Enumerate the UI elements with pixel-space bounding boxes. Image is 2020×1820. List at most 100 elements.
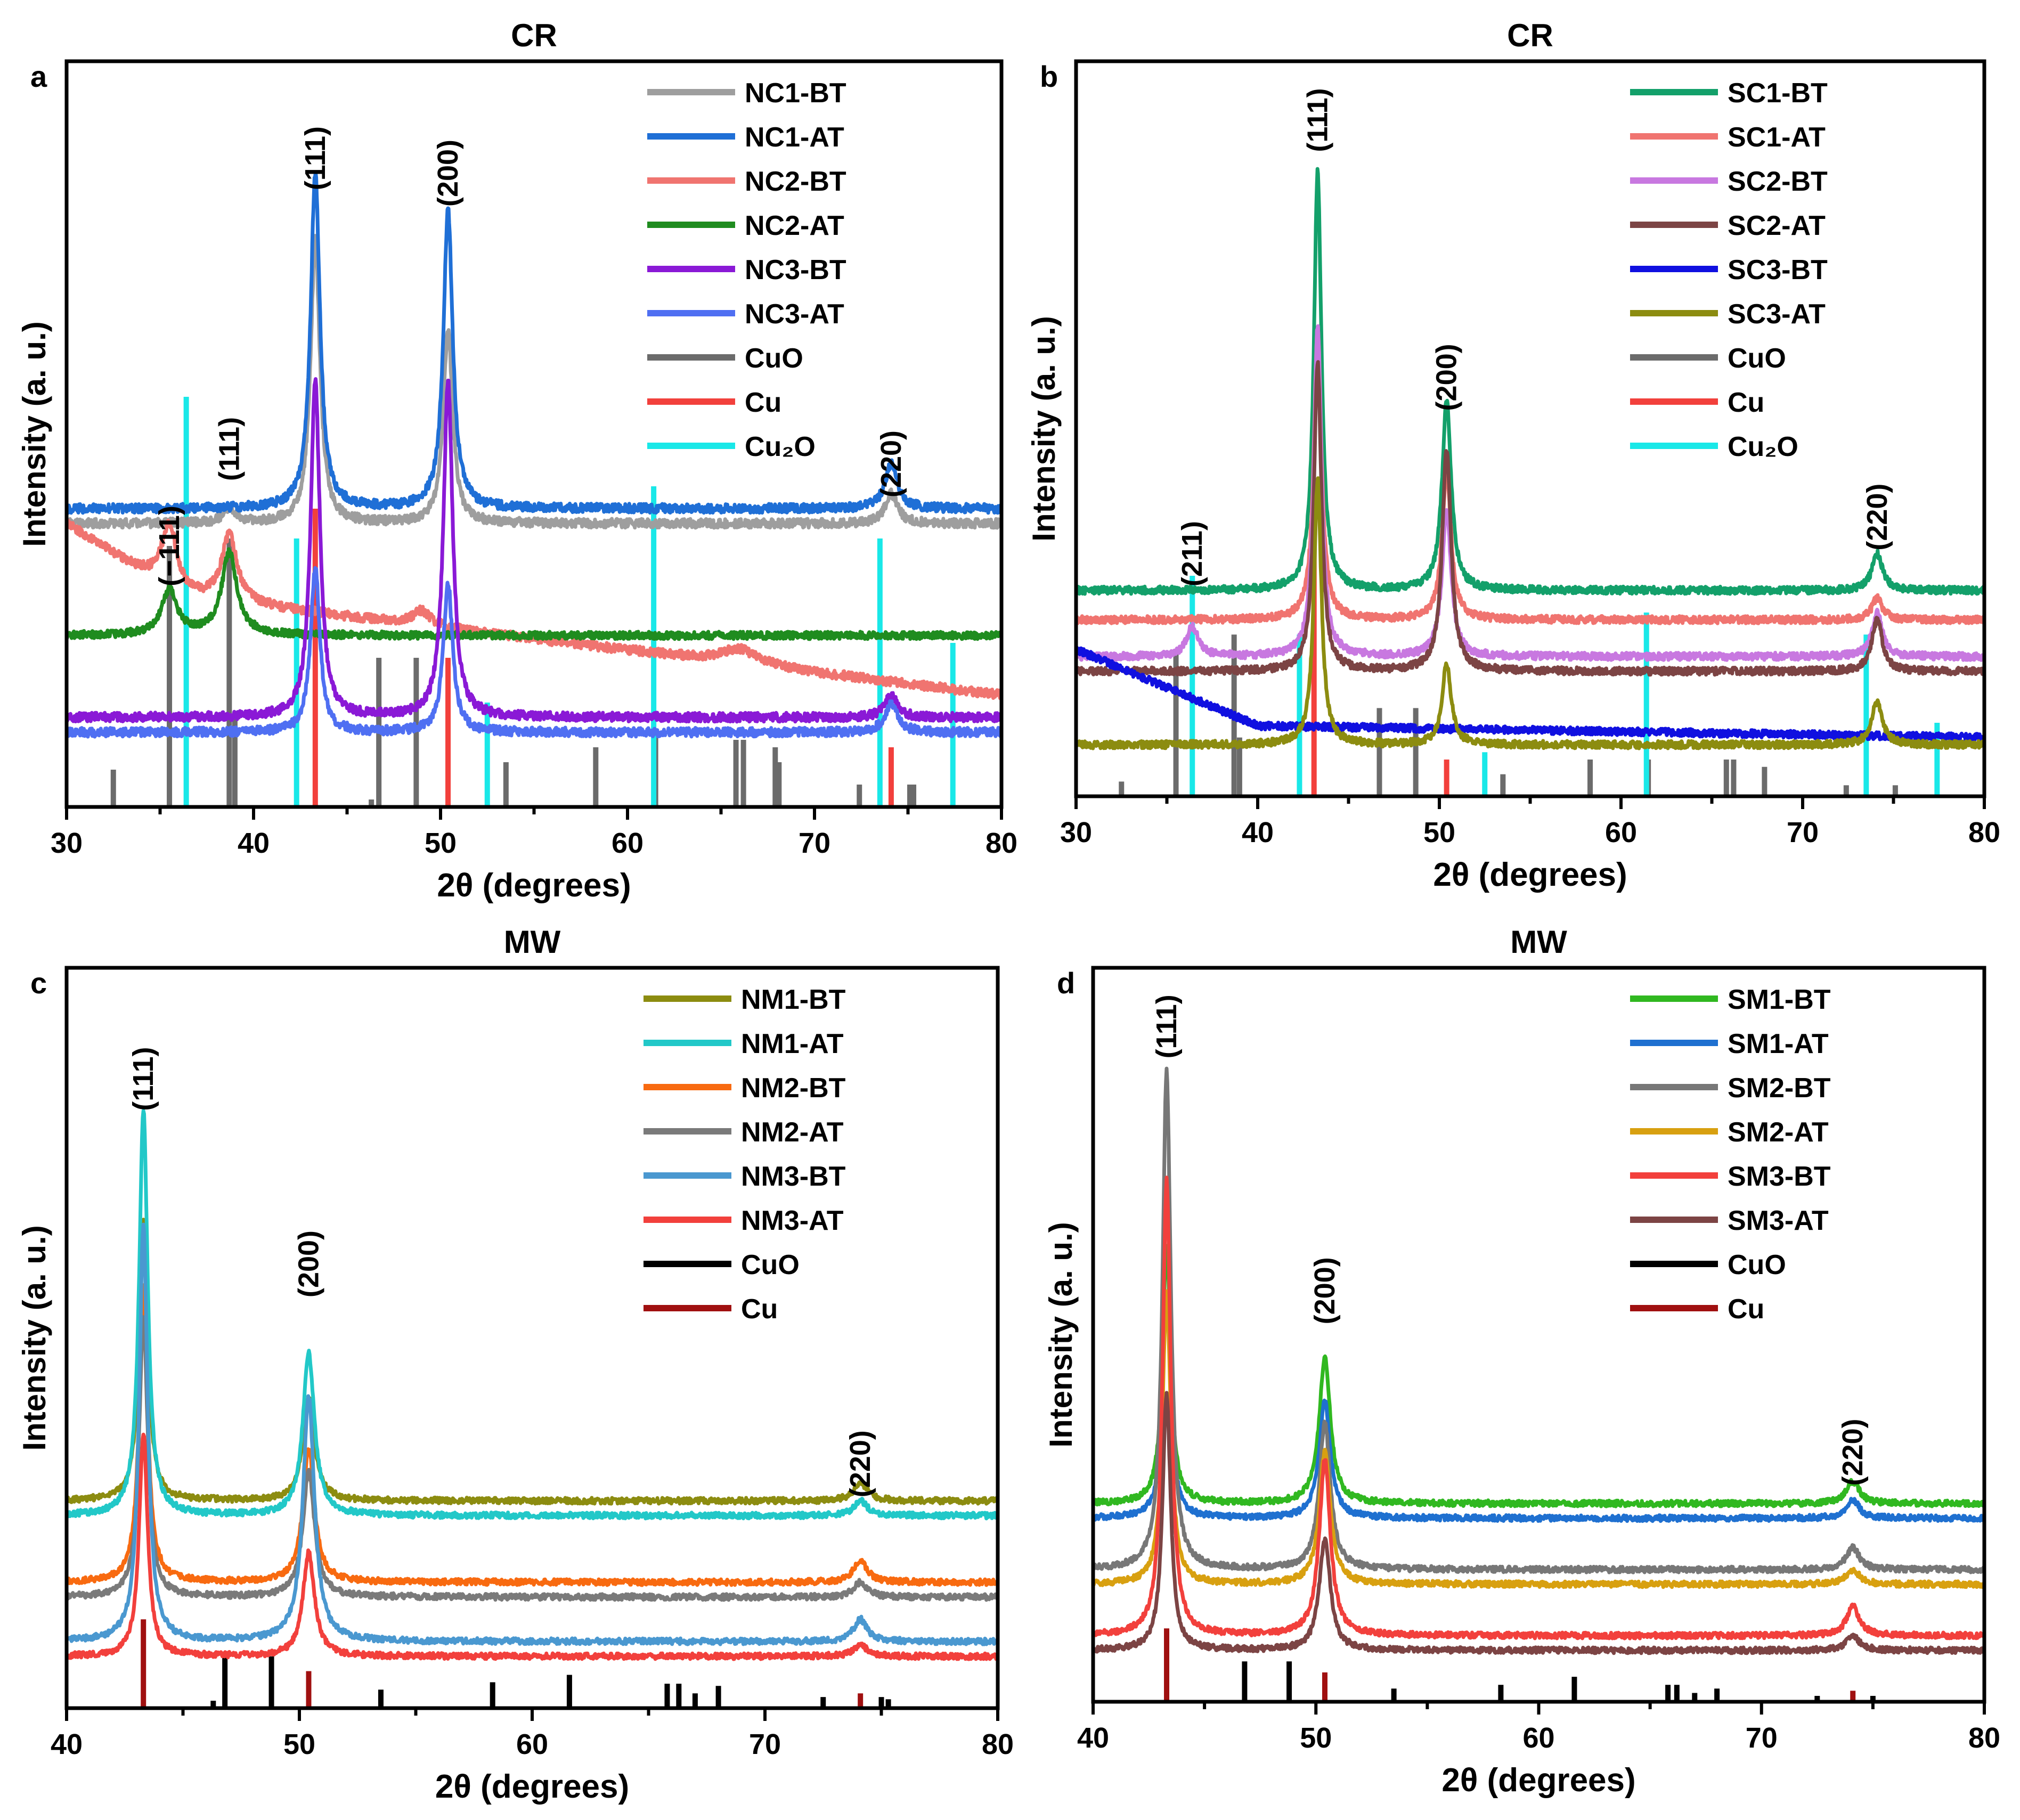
panel-letter: b [1040,60,1058,93]
legend-item: Cu₂O [647,431,816,462]
plot-frame [64,59,1004,809]
x-tick-label: 40 [1077,1722,1109,1754]
legend-item: SM2-BT [1630,1073,1831,1104]
legend-label: SM3-BT [1728,1161,1831,1192]
legend-label: SC3-BT [1728,255,1828,285]
peak-label: (200) [432,140,464,207]
legend-item: CuO [647,343,803,374]
legend-item: Cu [644,1294,778,1325]
peak-label: (220) [1861,484,1893,551]
legend-item: SM3-AT [1630,1205,1829,1236]
legend-label: NM1-BT [741,984,846,1015]
panel-letter: c [30,966,47,1000]
legend-label: Cu [745,387,781,418]
x-axis-label: 2θ (degrees) [1441,1762,1635,1799]
x-tick-label: 40 [238,827,270,859]
legend-item: Cu [647,387,781,418]
legend-item: NM1-BT [644,984,846,1015]
series-SC1-BT [1074,167,1986,596]
x-tick-label: 50 [1423,817,1455,848]
legend-label: CuO [741,1250,800,1280]
legend-label: NC1-AT [745,122,844,153]
x-tick-label: 70 [799,827,830,859]
series-SC1-AT [1074,324,1986,625]
series-NC3-BT [64,377,1003,724]
legend-label: Cu₂O [1728,431,1798,462]
legend-item: CuO [1630,343,1786,374]
legend-item: NC3-AT [647,299,844,330]
peak-label: (111) [127,1047,159,1111]
plot-frame [1091,966,1986,1704]
peak-label: (111) [1151,994,1183,1058]
legend-item: NC1-BT [647,78,846,109]
series-SM1-BT [1091,1244,1986,1508]
x-tick-label: 40 [1242,817,1274,848]
legend-item: NM3-BT [644,1161,846,1192]
legend-label: Cu [1728,387,1764,418]
legend-label: NM1-AT [741,1029,844,1059]
reference-Cu₂O [1190,576,1940,796]
legend-label: SC1-AT [1728,122,1826,153]
legend-item: SC2-BT [1630,166,1828,197]
legend-label: Cu [1728,1294,1764,1325]
peak-label: (200) [1309,1257,1341,1324]
legend-label: SC2-AT [1728,210,1826,241]
x-tick-label: 80 [1968,1722,2000,1754]
x-tick-label: 50 [1300,1722,1332,1754]
x-tick-label: 80 [1968,817,2000,848]
legend-label: SM1-BT [1728,984,1831,1015]
legend-label: SC2-BT [1728,166,1828,197]
reference-CuO [110,538,917,807]
legend-item: NM3-AT [644,1205,844,1236]
series-SC3-BT [1074,645,1986,743]
x-tick-label: 60 [516,1728,548,1760]
peak-label: (−111) [153,505,185,586]
x-tick-label: 70 [749,1728,781,1760]
legend-label: CuO [1728,343,1786,374]
series-NC3-AT [64,566,1003,739]
series-SM3-AT [1091,1391,1986,1655]
x-axis-label: 2θ (degrees) [1433,856,1627,893]
series-SM2-AT [1091,1289,1986,1589]
legend-label: NC3-AT [745,299,844,330]
legend-item: NM2-AT [644,1117,844,1148]
legend-item: SM1-BT [1630,984,1831,1015]
x-tick-label: 30 [51,827,83,859]
legend-label: SC3-AT [1728,299,1826,330]
series-NM3-BT [65,1222,999,1646]
legend-label: NM3-BT [741,1161,846,1192]
legend-label: NM2-AT [741,1117,844,1148]
legend-item: Cu [1630,387,1764,418]
x-tick-label: 80 [982,1728,1014,1760]
plot-frame [1074,59,1986,798]
x-tick-label: 60 [612,827,644,859]
series-SC2-BT [1074,324,1986,662]
y-axis-label: Intensity (a. u.) [17,321,52,546]
peak-label: (211) [1176,521,1208,586]
legend-item: Cu₂O [1630,431,1798,462]
legend-item: CuO [644,1250,800,1280]
legend-label: NM2-BT [741,1073,846,1104]
legend-label: NC2-BT [745,166,846,197]
panel-letter: a [30,60,47,93]
series-SC3-AT [1074,476,1986,750]
legend-item: NC2-BT [647,166,846,197]
peak-label: (220) [1837,1418,1869,1486]
legend-item: SC1-BT [1630,78,1828,109]
series-NC1-AT [64,171,1003,515]
series-NM1-AT [65,1109,999,1521]
panel-title: MW [1510,924,1567,960]
legend-item: SC3-AT [1630,299,1826,330]
legend-item: NM2-BT [644,1073,846,1104]
reference-Cu₂O [183,397,956,807]
peak-label: (220) [844,1430,876,1497]
x-tick-label: 60 [1605,817,1637,848]
legend-label: CuO [745,343,803,374]
reference-CuO [1242,1661,1876,1702]
legend-item: NC1-AT [647,122,844,153]
reference-Cu [1164,1628,1856,1702]
x-tick-label: 50 [425,827,457,859]
legend-label: SC1-BT [1728,78,1828,109]
panel-letter: d [1057,966,1075,1000]
legend-label: Cu₂O [745,431,816,462]
